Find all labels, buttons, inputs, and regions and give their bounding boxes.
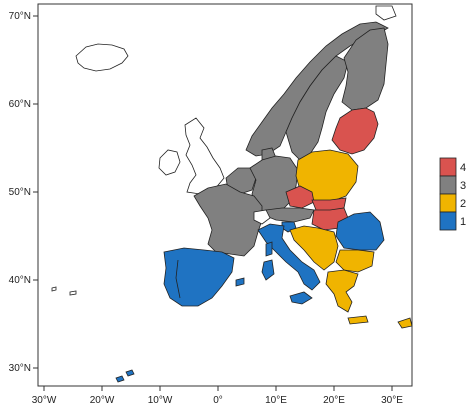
legend-swatch (439, 157, 457, 177)
region-cyprus (397, 317, 413, 329)
region-canary (115, 369, 135, 383)
region-balearic (235, 277, 245, 287)
lon-label: 20°W (90, 395, 115, 406)
region-greece (325, 269, 359, 313)
lon-label: 30°E (381, 395, 403, 406)
legend-label: 1 (460, 216, 466, 228)
region-azores (51, 286, 77, 296)
lon-label: 10°E (265, 395, 287, 406)
region-bulgaria (335, 249, 375, 273)
longitude-labels: 30°W 20°W 10°W 0° 10°E 20°E 30°E (32, 395, 404, 406)
region-sicily (289, 291, 313, 305)
region-romania (335, 211, 385, 251)
region-crete (347, 315, 369, 325)
border-portugal (175, 259, 181, 299)
region-iberia (163, 247, 235, 307)
country-layer (51, 5, 413, 383)
legend-label: 2 (460, 198, 466, 210)
lat-label: 40°N (9, 275, 31, 286)
lon-label: 10°W (148, 395, 173, 406)
legend-label: 3 (460, 180, 466, 192)
legend: 4 3 2 1 (439, 157, 466, 231)
region-baltics (331, 107, 379, 155)
region-iceland (75, 43, 129, 72)
lon-label: 20°E (323, 395, 345, 406)
lat-label: 70°N (9, 11, 31, 22)
legend-swatch (439, 193, 457, 213)
legend-label: 4 (460, 162, 466, 174)
region-france (193, 183, 263, 257)
region-svalbard (375, 5, 397, 21)
region-finland (341, 27, 389, 111)
legend-swatch (439, 211, 457, 231)
lat-label: 60°N (9, 99, 31, 110)
region-sardinia (261, 259, 275, 281)
axis-ticks (33, 15, 393, 391)
region-corsica (265, 241, 273, 257)
lat-label: 50°N (9, 187, 31, 198)
region-ireland (158, 149, 181, 176)
lat-label: 30°N (9, 363, 31, 374)
latitude-labels: 70°N 60°N 50°N 40°N 30°N (9, 11, 31, 374)
lon-label: 30°W (32, 395, 57, 406)
legend-swatch (439, 175, 457, 195)
lon-label: 0° (213, 395, 223, 406)
region-italy (257, 223, 321, 291)
region-switzerland (253, 209, 271, 225)
region-balkans (289, 225, 339, 271)
